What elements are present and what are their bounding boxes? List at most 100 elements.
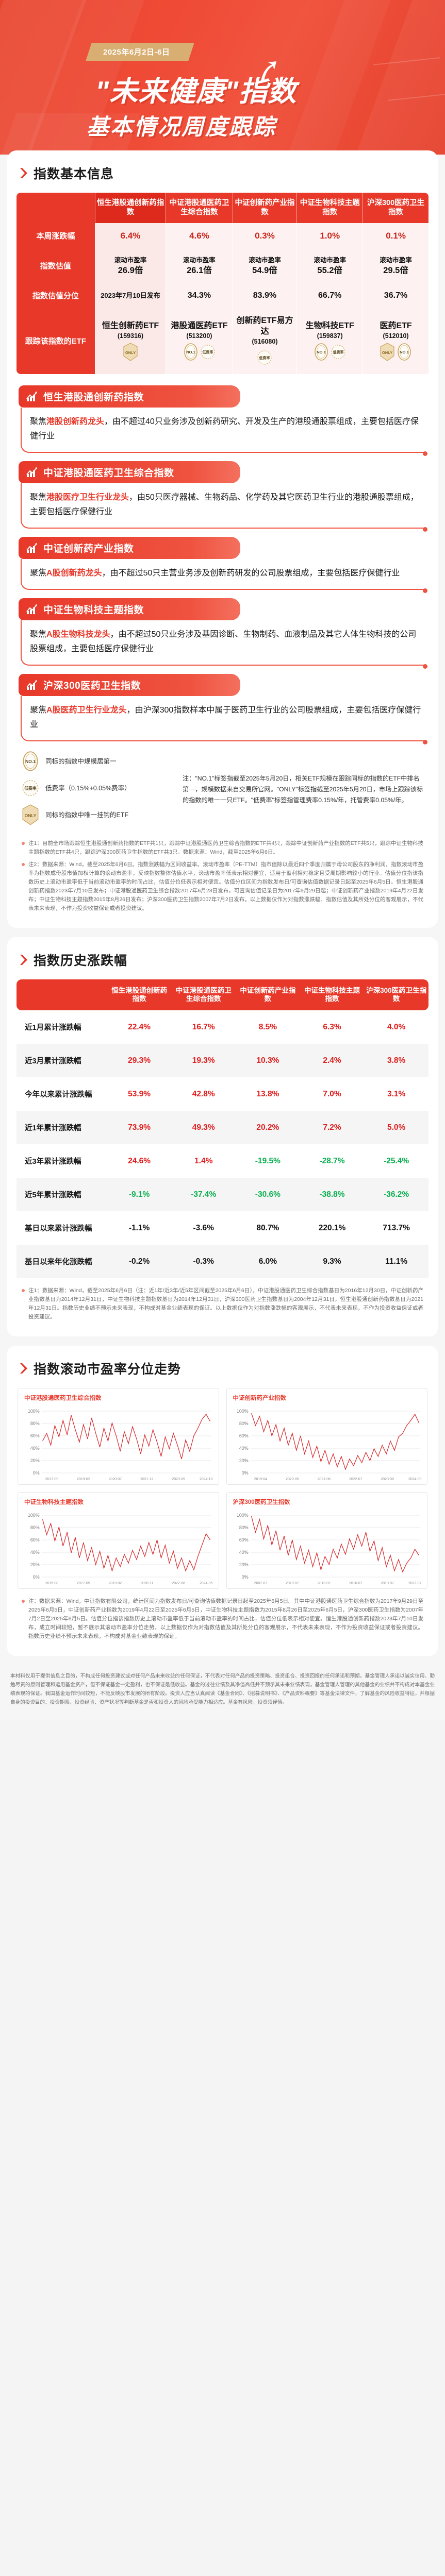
h-0-1: 16.7% (192, 1022, 215, 1031)
svg-text:NO.1: NO.1 (317, 350, 326, 354)
h-6-4: 713.7% (383, 1223, 410, 1232)
h-label-7: 基日以来年化涨跌幅 (17, 1245, 107, 1279)
text-rest: ，由不超过50只业务涉及基因诊断、生物制药、血液制品及其它人体生物科技的公司股票… (30, 630, 417, 653)
index-block-header: 恒生港股通创新药指数 (19, 385, 240, 408)
h-4-3: -28.7% (319, 1156, 345, 1165)
svg-text:2024-09: 2024-09 (408, 1478, 421, 1481)
h-0-0: 22.4% (128, 1022, 151, 1031)
h-4-0: 24.6% (128, 1156, 151, 1165)
index-block-dot (423, 588, 427, 593)
chart-plot-3: 100% 80% 60% 40% 20% 0% 2007-07 2010-07 2013-0… (236, 1513, 421, 1585)
etf-code-2: (516080) (252, 337, 278, 345)
index-block-title: 沪深300医药卫生指数 (43, 680, 141, 691)
cell-pct-1: 34.3% (166, 283, 233, 309)
h-label-4: 近3年累计涨跌幅 (25, 1158, 81, 1166)
etf-name-1: 港股通医药ETF (171, 321, 228, 331)
chart-bar-up-icon (26, 392, 37, 402)
row-label-etf: 跟踪该指数的ETF (17, 308, 95, 374)
table-row: 近1年累计涨跌幅 73.9% 49.3% 20.2% 7.2% 5.0% (17, 1111, 428, 1145)
section1-title: 指数基本信息 (34, 167, 114, 181)
section2-footnotes: 注1：数据来源：Wind，截至2025年6月6日（注：近1年/近3年/近5年区间… (22, 1286, 423, 1321)
svg-text:40%: 40% (30, 1446, 40, 1451)
index-block-text: 聚焦港股医疗卫生行业龙头，由50只医疗器械、生物药品、化学药及其它医药卫生行业的… (30, 490, 421, 519)
badge-no1-icon: NO.1 (314, 343, 329, 361)
section3-footnotes: 注：数据来源：Wind，中证指数有限公司，统计区间为指数发布日/可查询估值数据记… (22, 1597, 423, 1641)
table-row: 近3年累计涨跌幅 24.6% 1.4% -19.5% -28.7% -25.4% (17, 1144, 428, 1178)
badge-no1-icon: NO.1 (22, 751, 39, 771)
th2-shengwukeji: 中证生物科技主题指数 (300, 979, 365, 1011)
date-badge-label: 2025年6月2日-6日 (103, 48, 170, 57)
hero-title-line1: "未来健康"指数 (95, 75, 297, 107)
svg-text:2021-06: 2021-06 (317, 1478, 331, 1481)
legend-note: 注："NO.1"标签指截至2025年5月20日，相关ETF规模在跟踪同标的指数的… (183, 774, 423, 804)
h-3-3: 7.2% (300, 1111, 365, 1145)
th-blank (17, 193, 95, 224)
table-row: 近5年累计涨跌幅 -9.1% -37.4% -30.6% -38.8% -36.… (17, 1178, 428, 1212)
cell-valuation-sub-1: 滚动市盈率 (183, 257, 216, 264)
cell-weekly-4: 0.1% (362, 223, 428, 249)
table-row: 近3月累计涨跌幅 29.3% 19.3% 10.3% 2.4% 3.8% (17, 1044, 428, 1078)
chevron-right-icon (20, 168, 27, 178)
page-root: 2025年6月2日-6日 "未来健康"指数 基本情况周度跟踪 指数基本信息 恒生… (0, 0, 445, 1705)
legend-text-no1: 同标的指数中规模居第一 (45, 758, 117, 766)
h-4-4: -25.4% (384, 1156, 409, 1165)
index-block-title: 中证港股通医药卫生综合指数 (43, 467, 174, 479)
h-4-1: 1.4% (194, 1156, 213, 1165)
index-block-tail (126, 527, 427, 532)
chart-plot-2: 100% 80% 60% 40% 20% 0% 2015-08 2017-05 2019-0… (28, 1513, 213, 1585)
etf-name-3: 生物科技ETF (305, 321, 354, 331)
svg-text:20%: 20% (239, 1562, 248, 1567)
text-highlight: A股生物科技龙头 (46, 630, 110, 639)
svg-text:NO.1: NO.1 (186, 350, 195, 354)
h-3-1: 49.3% (171, 1111, 236, 1145)
badge-low-fee-icon: 低费率 (331, 343, 346, 361)
svg-text:2019-02: 2019-02 (77, 1478, 90, 1481)
section-index-history: 指数历史涨跌幅 恒生港股通创新药指数 中证港股通医药卫生综合指数 中证创新药产业… (7, 937, 438, 1337)
badge-only-icon: ONLY (22, 804, 39, 825)
svg-text:2017-05: 2017-05 (77, 1582, 90, 1585)
legend-item-no1: NO.1 同标的指数中规模居第一 (22, 751, 172, 771)
cell-valuation-2: 滚动市盈率 54.9倍 (232, 249, 297, 284)
table-row-etf: 跟踪该指数的ETF 恒生创新药ETF (159316) ONLY 港股通医药ET… (17, 308, 428, 374)
chart-bar-up-icon (26, 604, 37, 615)
etf-code-0: (159316) (117, 332, 144, 340)
etf-badges-4: ONLY NO.1 (364, 343, 427, 362)
svg-text:20%: 20% (30, 1458, 40, 1463)
h-1-1: 19.3% (171, 1044, 236, 1078)
h-3-4: 5.0% (364, 1111, 428, 1145)
index-block-title: 中证生物科技主题指数 (43, 604, 144, 616)
svg-text:低费率: 低费率 (333, 350, 344, 354)
index-block-text: 聚焦A股医药卫生行业龙头，由沪深300指数样本中属于医药卫生行业的公司股票组成，… (30, 703, 421, 732)
etf-cell-3: 生物科技ETF (159837) NO.1 低费率 (296, 308, 363, 374)
h-6-1: -3.6% (193, 1223, 214, 1232)
footnote-1: 注1：目前全市场跟踪恒生港股通创新药指数的ETF共1只，跟踪中证港股通医药卫生综… (22, 839, 423, 857)
index-description-list: 恒生港股通创新药指数 聚焦港股创新药龙头，由不超过40只业务涉及创新药研究、开发… (17, 385, 428, 744)
section1-footnotes: 注1：目前全市场跟踪恒生港股通创新药指数的ETF共1只，跟踪中证港股通医药卫生综… (22, 839, 423, 913)
badge-only-icon: ONLY (380, 343, 395, 362)
index-block-tail (126, 451, 427, 456)
chart-plot-1: 100% 80% 60% 40% 20% 0% 2019-04 2020-05 2021-0… (236, 1409, 421, 1481)
cell-weekly-2: 0.3% (232, 223, 297, 249)
cell-weekly-0: 6.4% (94, 223, 166, 249)
svg-text:80%: 80% (239, 1525, 248, 1530)
svg-text:2024-10: 2024-10 (200, 1478, 213, 1481)
legend-item-only: ONLY 同标的指数中唯一挂钩的ETF (22, 804, 172, 825)
cell-valuation-sub-0: 滚动市盈率 (114, 257, 147, 264)
svg-text:100%: 100% (28, 1409, 40, 1414)
cell-pct-0: 2023年7月10日发布 (94, 283, 166, 309)
index-history-table: 恒生港股通创新药指数 中证港股通医药卫生综合指数 中证创新药产业指数 中证生物科… (17, 979, 428, 1279)
text-highlight: 港股创新药龙头 (46, 417, 105, 426)
legend-text-low-fee: 低费率（0.15%+0.05%费率） (45, 785, 131, 792)
svg-text:低费率: 低费率 (202, 350, 213, 354)
svg-text:低费率: 低费率 (259, 355, 270, 360)
h-4-2: -19.5% (255, 1156, 281, 1165)
table-row: 基日以来累计涨跌幅 -1.1% -3.6% 80.7% 220.1% 713.7… (17, 1211, 428, 1245)
svg-text:100%: 100% (236, 1513, 248, 1518)
svg-text:2022-08: 2022-08 (172, 1582, 185, 1585)
svg-text:20%: 20% (239, 1458, 248, 1463)
index-block-chuangxinyao: 中证创新药产业指数 聚焦A股创新药龙头，由不超过50只主营业务涉及创新药研发的公… (19, 536, 427, 593)
index-block-text: 聚焦A股创新药龙头，由不超过50只主营业务涉及创新药研发的公司股票组成，主要包括… (30, 566, 421, 581)
chart-card-hs300: 沪深300医药卫生指数 100% 80% 60% 40% 20% 0% 2007-07 2… (226, 1492, 427, 1589)
h-2-4: 3.1% (387, 1089, 406, 1098)
h-2-2: 13.8% (256, 1089, 279, 1098)
